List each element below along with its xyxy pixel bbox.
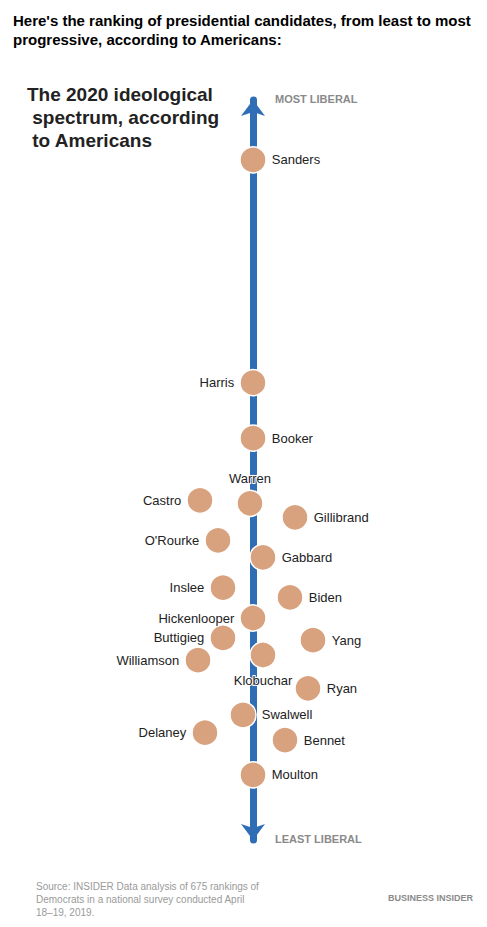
svg-text:Here's the ranking of presiden: Here's the ranking of presidential candi… [13, 12, 475, 29]
svg-text:Source: INSIDER Data analysis: Source: INSIDER Data analysis of 675 ran… [36, 881, 262, 892]
svg-text:O'Rourke: O'Rourke [145, 533, 200, 548]
svg-text:Moulton: Moulton [272, 767, 318, 782]
svg-text:Yang: Yang [332, 633, 361, 648]
svg-text:Klobuchar: Klobuchar [234, 673, 293, 688]
svg-text:Bennet: Bennet [304, 733, 346, 748]
svg-text:BUSINESS INSIDER: BUSINESS INSIDER [388, 893, 474, 903]
svg-text:Harris: Harris [200, 375, 235, 390]
svg-text:Hickenlooper: Hickenlooper [158, 611, 235, 626]
svg-text:MOST LIBERAL: MOST LIBERAL [275, 93, 358, 105]
svg-text:Democrats in a national survey: Democrats in a national survey conducted… [36, 894, 247, 905]
svg-text:Gillibrand: Gillibrand [314, 510, 369, 525]
svg-text:Castro: Castro [143, 493, 181, 508]
svg-text:progressive, according to Amer: progressive, according to Americans: [13, 31, 282, 48]
svg-text:Buttigieg: Buttigieg [154, 630, 205, 645]
svg-text:The 2020 ideological: The 2020 ideological [27, 84, 213, 105]
svg-text:LEAST LIBERAL: LEAST LIBERAL [275, 833, 362, 845]
svg-text:Warren: Warren [229, 471, 271, 486]
svg-text:Williamson: Williamson [116, 653, 179, 668]
svg-text:Delaney: Delaney [139, 725, 187, 740]
svg-text:to Americans: to Americans [27, 130, 152, 151]
svg-text:Ryan: Ryan [327, 681, 357, 696]
svg-text:Inslee: Inslee [170, 580, 205, 595]
svg-text:18–19, 2019.: 18–19, 2019. [36, 907, 94, 918]
svg-text:Biden: Biden [309, 590, 342, 605]
svg-text:Booker: Booker [272, 431, 314, 446]
svg-text:spectrum, according: spectrum, according [27, 107, 219, 128]
svg-text:Sanders: Sanders [272, 152, 321, 167]
svg-text:Gabbard: Gabbard [282, 550, 333, 565]
svg-text:Swalwell: Swalwell [262, 707, 313, 722]
